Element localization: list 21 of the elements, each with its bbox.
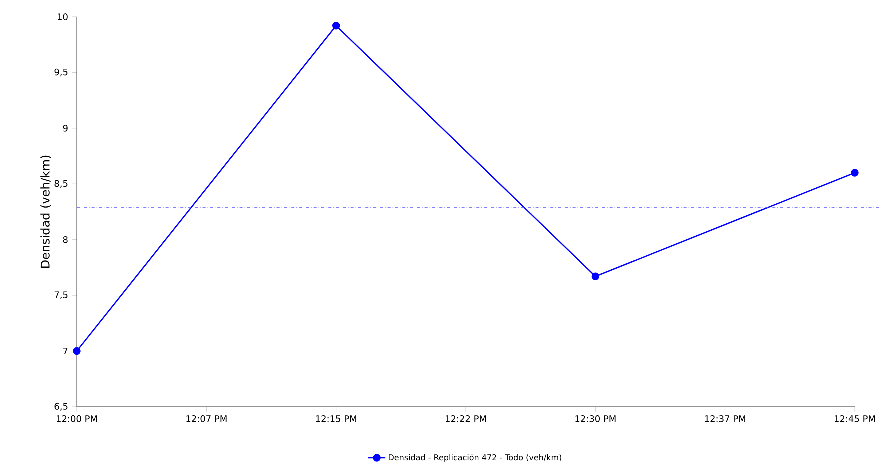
x-tick-label: 12:22 PM [446,416,486,422]
y-tick-label: 9,5 [54,68,68,77]
legend-label: Densidad - Replicación 472 - Todo (veh/km) [389,454,562,462]
x-tick-label: 12:15 PM [316,416,356,422]
y-tick-label: 10 [58,14,68,20]
x-tick-label: 12:37 PM [705,416,746,422]
y-tick-label: 8 [63,236,68,244]
x-tick-label: 12:07 PM [186,416,227,422]
y-tick-label: 8,5 [54,180,68,188]
y-tick-label: 9 [63,125,68,132]
point [332,22,340,30]
point [851,169,859,177]
x-tick-label: 12:00 PM [57,416,98,422]
x-tick-label: 12:30 PM [576,416,616,422]
point [592,272,600,280]
x-tick-label: 12:45 PM [834,416,876,422]
y-axis-title: Densidad (veh/km) [40,156,52,268]
y-tick-label: 7,5 [54,292,68,300]
y-tick-label: 7 [63,348,68,355]
point [73,347,81,356]
y-tick-label: 6,5 [54,403,68,411]
